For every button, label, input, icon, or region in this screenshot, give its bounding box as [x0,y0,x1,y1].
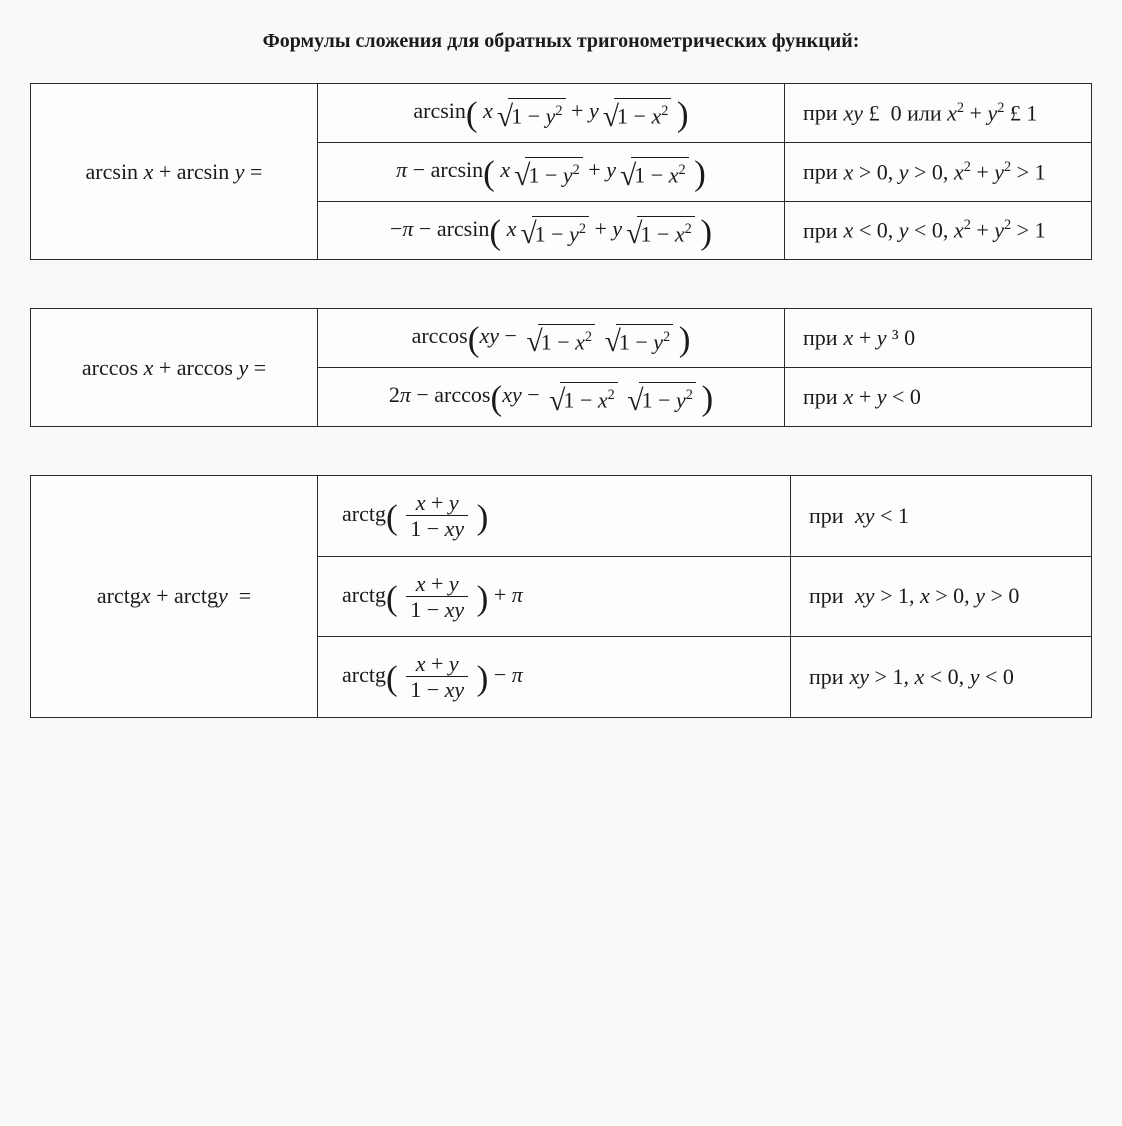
page-title: Формулы сложения для обратных тригономет… [30,30,1092,53]
cond-arccos-1: приx + y ³ 0 [785,309,1092,368]
lhs-arctg: arctgx + arctgy = [31,475,318,717]
cond-arcsin-3: приx < 0, y < 0, x2 + y2 > 1 [785,201,1092,260]
cond-arcsin-2: приx > 0, y > 0, x2 + y2 > 1 [785,142,1092,201]
formula-arcsin-1: arcsin( x√1 − y2 + y√1 − x2 ) [318,84,785,143]
cond-arccos-2: приx + y < 0 [785,368,1092,427]
formula-arctg-1: arctg( x + y1 − xy ) [318,475,791,556]
cond-arcsin-1: приxy £ 0 или x2 + y2 £ 1 [785,84,1092,143]
table-arcsin: arcsin x + arcsin y = arcsin( x√1 − y2 +… [30,83,1092,260]
cond-arctg-2: при xy > 1, x > 0, y > 0 [791,556,1092,637]
lhs-arcsin: arcsin x + arcsin y = [31,84,318,260]
cond-arctg-3: приxy > 1, x < 0, y < 0 [791,637,1092,718]
formula-arctg-2: arctg( x + y1 − xy ) + π [318,556,791,637]
cond-arctg-1: при xy < 1 [791,475,1092,556]
formula-arccos-2: 2π − arccos(xy − √1 − x2 √1 − y2 ) [318,368,785,427]
formula-arctg-3: arctg( x + y1 − xy ) − π [318,637,791,718]
table-arctg: arctgx + arctgy = arctg( x + y1 − xy ) п… [30,475,1092,718]
table-arccos: arccos x + arccos y = arccos(xy − √1 − x… [30,308,1092,427]
formula-arcsin-3: −π − arcsin( x√1 − y2 + y√1 − x2 ) [318,201,785,260]
formula-arcsin-2: π − arcsin( x√1 − y2 + y√1 − x2 ) [318,142,785,201]
formula-arccos-1: arccos(xy − √1 − x2 √1 − y2 ) [318,309,785,368]
lhs-arccos: arccos x + arccos y = [31,309,318,427]
